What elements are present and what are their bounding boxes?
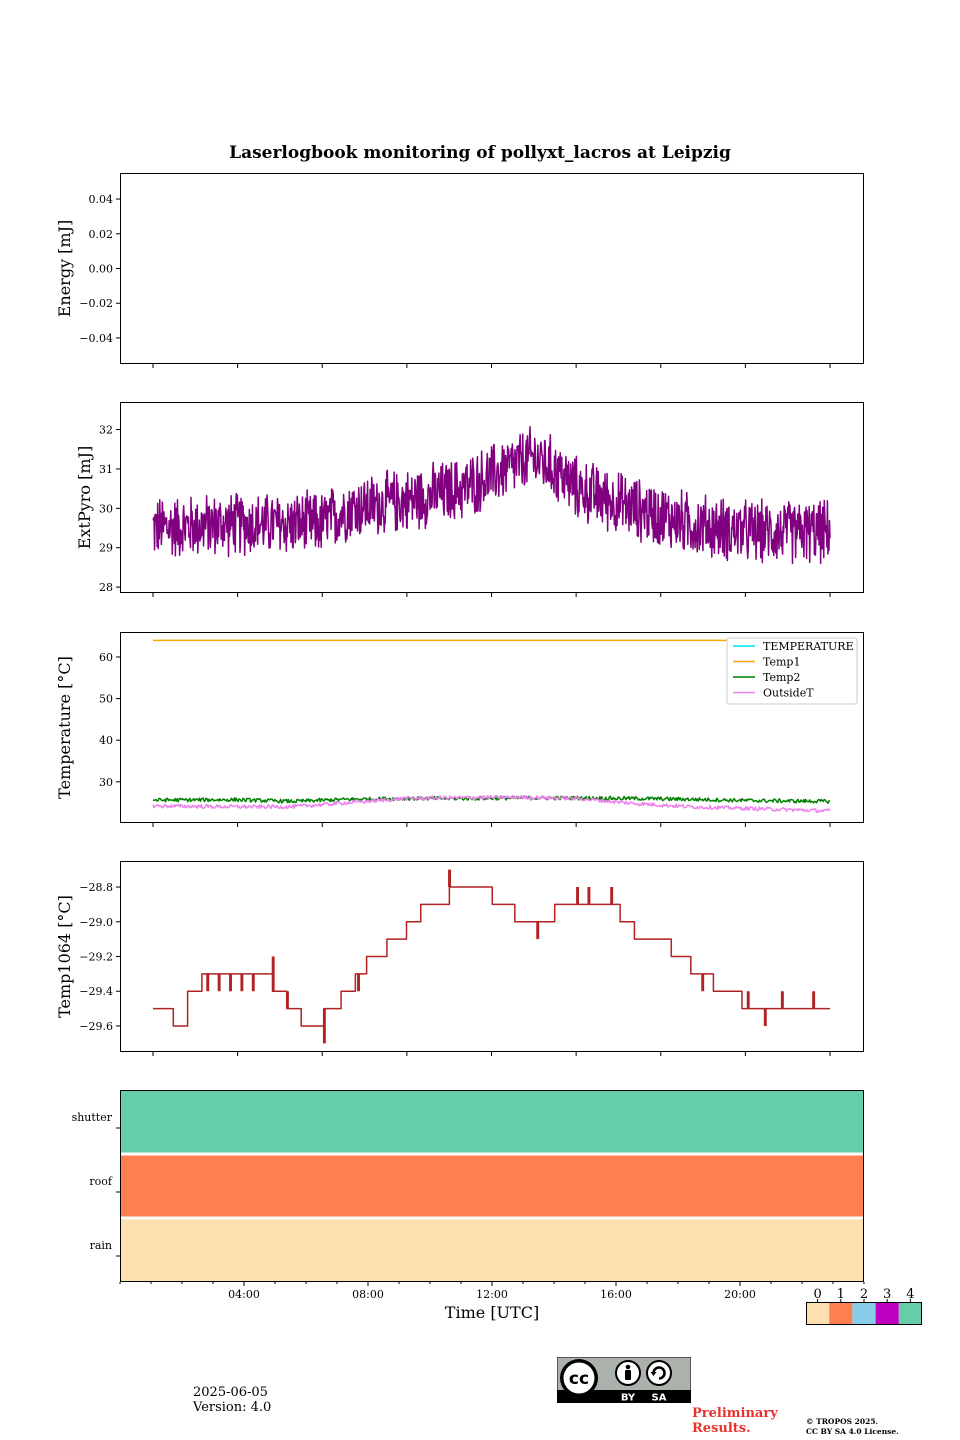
y-tick-label: −29.2 — [79, 951, 113, 964]
cc-logo-text: cc — [569, 1369, 589, 1389]
y-tick-label: 29 — [99, 542, 113, 555]
series-line-p4-0 — [153, 869, 830, 1044]
y-axis-label: Temperature [°C] — [55, 656, 74, 799]
series-line-outsidet — [152, 794, 831, 814]
plot-frame — [120, 402, 864, 593]
status-band-roof — [120, 1154, 864, 1218]
legend-box — [726, 637, 858, 705]
y-tick-label: 0.02 — [89, 228, 114, 241]
plot-frame — [120, 861, 864, 1052]
sa-label: SA — [652, 1393, 667, 1404]
y-tick-label: 28 — [99, 581, 113, 594]
colorbar-swatch-2 — [852, 1302, 876, 1325]
footer-date: 2025-06-05 — [193, 1385, 268, 1400]
y-axis-label: Temp1064 [°C] — [55, 895, 74, 1018]
colorbar-tick-label: 4 — [906, 1287, 914, 1302]
panel-3: 30 40 50 60 Temperature [°C] TEMPERATURE Temp1… — [55, 632, 864, 827]
footer-version: Version: 4.0 — [193, 1400, 272, 1415]
status-band-shutter — [120, 1090, 864, 1154]
y-tick-label: −29.6 — [79, 1020, 113, 1033]
series-line-p2-0 — [152, 426, 831, 565]
legend: TEMPERATURE Temp1 Temp2 OutsideT — [726, 637, 858, 705]
legend-label-temp1: Temp1 — [763, 656, 800, 669]
colorbar-swatch-4 — [898, 1302, 922, 1325]
y-tick-label: −28.8 — [79, 881, 113, 894]
x-tick-label: 12:00 — [476, 1288, 508, 1301]
panel-1: 0.04 0.02 0.00 −0.02 −0.04 Energy [mJ] — [55, 173, 864, 368]
colorbar-swatch-3 — [875, 1302, 899, 1325]
y-axis-label: ExtPyro [mJ] — [75, 446, 94, 549]
plot-area — [152, 639, 831, 814]
preliminary-line-2: Results. — [692, 1421, 751, 1436]
y-tick-label: −29.0 — [79, 916, 113, 929]
row-label-roof: roof — [89, 1175, 113, 1188]
y-tick-label: 32 — [99, 424, 113, 437]
colorbar-swatch-1 — [829, 1302, 853, 1325]
y-tick-label: 30 — [99, 776, 113, 789]
y-tick-label: 40 — [99, 734, 113, 747]
sa-share-alike-icon — [646, 1360, 672, 1386]
preliminary-results-note: Preliminary Results. — [692, 1406, 778, 1436]
y-tick-label: 0.04 — [89, 193, 114, 206]
plot-area — [152, 426, 831, 565]
series-line-temp2 — [152, 795, 830, 804]
x-axis-label: Time [UTC] — [445, 1303, 539, 1322]
y-tick-label: 0.00 — [89, 263, 114, 276]
colorbar-swatch-0 — [806, 1302, 830, 1325]
x-tick-label: 16:00 — [600, 1288, 632, 1301]
y-tick-label: −0.04 — [79, 332, 113, 345]
copyright-line-2: CC BY SA 4.0 License. — [806, 1427, 899, 1436]
plot-frame — [120, 173, 864, 364]
y-tick-label: 31 — [99, 463, 113, 476]
plot-frame — [120, 632, 864, 823]
panel-4: −28.8 −29.0 −29.2 −29.4 −29.6 Temp1064 [°C] — [55, 861, 864, 1056]
copyright-note: © TROPOS 2025. CC BY SA 4.0 License. — [806, 1417, 899, 1437]
y-axis-label: Energy [mJ] — [55, 220, 74, 318]
colorbar-tick-label: 0 — [813, 1287, 821, 1302]
colorbar-frame — [806, 1302, 922, 1325]
by-label: BY — [621, 1393, 636, 1404]
colorbar-tick-label: 2 — [860, 1287, 868, 1302]
x-tick-label: 20:00 — [724, 1288, 756, 1301]
plot-frame — [120, 1090, 864, 1282]
x-tick-label: 08:00 — [352, 1288, 384, 1301]
legend-label-outsidet: OutsideT — [763, 687, 814, 700]
plot-area — [153, 869, 830, 1044]
y-tick-label: −29.4 — [79, 985, 113, 998]
preliminary-line-1: Preliminary — [692, 1406, 778, 1421]
colorbar-tick-label: 1 — [837, 1287, 845, 1302]
row-label-shutter: shutter — [72, 1111, 113, 1124]
status-panel: shutter roof rain 04:00 08:00 12:00 16:00 20:00… — [72, 1090, 865, 1322]
y-tick-label: 60 — [99, 651, 113, 664]
y-tick-label: −0.02 — [79, 297, 113, 310]
y-tick-label: 30 — [99, 502, 113, 515]
x-tick-label: 04:00 — [228, 1288, 260, 1301]
y-tick-label: 50 — [99, 693, 113, 706]
legend-label-temp2: Temp2 — [763, 671, 800, 684]
colorbar-tick-label: 3 — [883, 1287, 891, 1302]
status-band-rain — [120, 1218, 864, 1282]
row-label-rain: rain — [90, 1239, 112, 1252]
footer-info: 2025-06-05 Version: 4.0 — [193, 1385, 271, 1415]
copyright-line-1: © TROPOS 2025. — [806, 1417, 879, 1426]
panel-2: 28 29 30 31 32 ExtPyro [mJ] — [75, 402, 864, 597]
legend-label-temperature: TEMPERATURE — [763, 640, 854, 653]
cc-by-sa-license-badge: cc BY SA — [557, 1357, 691, 1403]
chart-title: Laserlogbook monitoring of pollyxt_lacro… — [229, 143, 731, 163]
